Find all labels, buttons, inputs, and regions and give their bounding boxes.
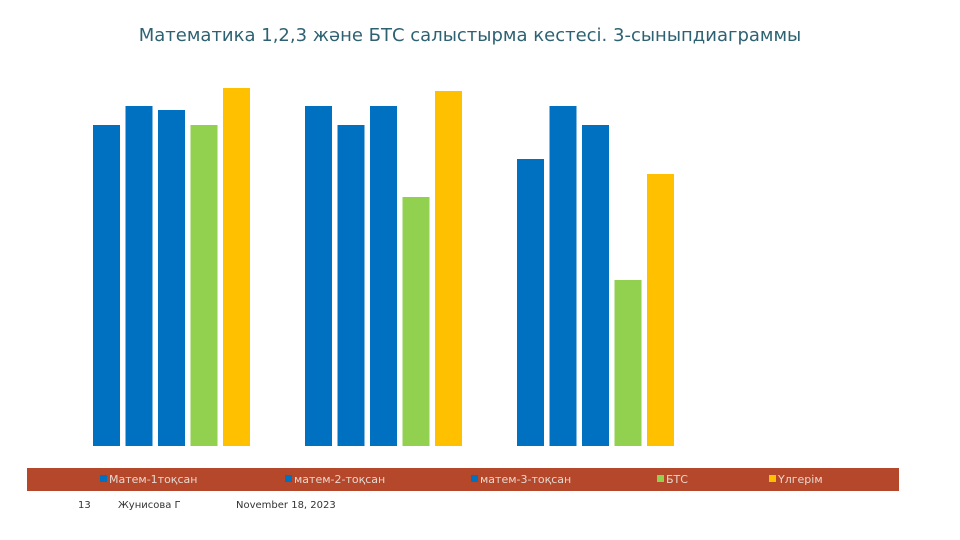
bar [158,110,185,446]
legend-label: Үлгерім [777,473,823,486]
bar [93,125,120,446]
legend-label: БТС [666,473,688,486]
chart: Математика 1,2,3 және БТС салыстырма кес… [27,25,899,491]
slide-number: 13 [78,500,91,511]
bar [223,88,250,446]
legend-label: матем-3-тоқсан [480,473,571,486]
bar [370,106,397,446]
legend-swatch [285,475,292,482]
legend-swatch [769,475,776,482]
legend-swatch [100,475,107,482]
bar [190,125,218,446]
legend-label: матем-2-тоқсан [294,473,385,486]
author: Жунисова Г [118,500,181,511]
bar [614,280,642,446]
bar [647,174,674,446]
bar [125,106,153,446]
legend-swatch [471,475,478,482]
legend-band [27,468,899,491]
bar [402,197,430,446]
bar [517,159,544,446]
bar [549,106,577,446]
bar [582,125,609,446]
legend-label: Матем-1тоқсан [109,473,197,486]
legend-swatch [657,475,664,482]
chart-title: Математика 1,2,3 және БТС салыстырма кес… [139,25,802,46]
bar [305,106,332,446]
date: November 18, 2023 [236,500,336,511]
bar [337,125,365,446]
bar [435,91,462,446]
